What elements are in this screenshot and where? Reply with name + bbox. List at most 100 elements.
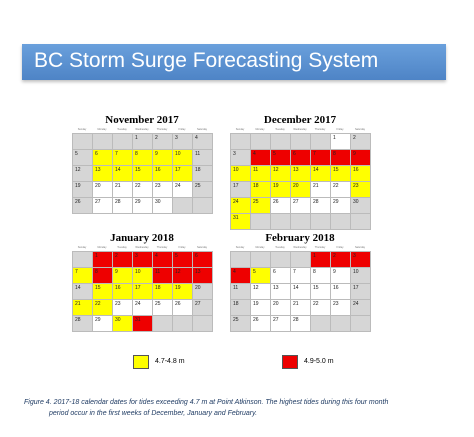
day-number: 18 [195,167,201,173]
weekday-header: Sunday Monday Tuesday Wednesday Thursday Frid… [230,245,370,251]
calendar-day [73,252,93,268]
calendar-day: 22 [311,300,331,316]
day-number: 25 [233,317,239,323]
calendar-day: 6 [291,150,311,166]
day-number: 24 [135,301,141,307]
day-number: 30 [353,199,359,205]
calendar-day: 12 [73,166,93,182]
calendar-day [311,134,331,150]
day-number: 31 [135,317,141,323]
calendar-day: 20 [291,182,311,198]
calendar-day [193,316,213,332]
day-number: 9 [155,151,158,157]
weekday-label: Tuesday [117,128,127,131]
calendar-grid: 1 2 3 4 5 6 7 8 9 10 11 12 13 14 15 16 17 18 19 20 21 22 23 24 2… [230,133,371,230]
calendar-day: 3 [173,134,193,150]
calendar-day: 24 [231,198,251,214]
calendar-day: 2 [153,134,173,150]
day-number: 12 [253,285,259,291]
calendar-day: 26 [73,198,93,214]
weekday-label: Thursday [314,246,326,249]
day-number: 21 [75,301,81,307]
weekday-label: Friday [336,128,344,131]
calendar-day [251,252,271,268]
calendar-day: 17 [351,284,371,300]
day-number: 3 [175,135,178,141]
weekday-label: Tuesday [275,246,285,249]
day-number: 3 [353,253,356,259]
day-number: 5 [253,269,256,275]
day-number: 28 [313,199,319,205]
day-number: 1 [333,135,336,141]
day-number: 13 [195,269,201,275]
calendar-day: 12 [251,284,271,300]
calendar-day: 26 [271,198,291,214]
calendar-day: 25 [193,182,213,198]
calendar-day: 23 [331,300,351,316]
calendar-day: 11 [251,166,271,182]
day-number: 17 [175,167,181,173]
calendar-day: 5 [73,150,93,166]
calendar-day [351,316,371,332]
day-number: 8 [135,151,138,157]
day-number: 15 [313,285,319,291]
day-number: 7 [313,151,316,157]
day-number: 28 [75,317,81,323]
day-number: 23 [333,301,339,307]
calendar-title: January 2018 [110,232,174,244]
day-number: 17 [233,183,239,189]
calendar-day: 28 [311,198,331,214]
calendar-day: 2 [113,252,133,268]
calendar-day: 21 [113,182,133,198]
calendar-day: 18 [193,166,213,182]
day-number: 25 [253,199,259,205]
calendar-day: 13 [93,166,113,182]
day-number: 29 [333,199,339,205]
weekday-label: Monday [255,128,265,131]
calendar-day: 21 [291,300,311,316]
weekday-label: Tuesday [275,128,285,131]
calendar-day [311,316,331,332]
day-number: 21 [115,183,121,189]
calendar-day: 16 [113,284,133,300]
day-number: 24 [353,301,359,307]
calendar-day: 30 [153,198,173,214]
calendar-day: 30 [113,316,133,332]
calendar-day: 29 [331,198,351,214]
day-number: 11 [155,269,161,275]
calendar-day: 19 [73,182,93,198]
day-number: 5 [273,151,276,157]
calendar-day: 10 [173,150,193,166]
calendar-day: 23 [351,182,371,198]
day-number: 29 [95,317,101,323]
day-number: 5 [175,253,178,259]
calendar-day: 27 [193,300,213,316]
calendar-day [271,214,291,230]
calendar-day: 6 [271,268,291,284]
day-number: 16 [115,285,121,291]
day-number: 16 [353,167,359,173]
day-number: 12 [75,167,81,173]
legend-label-yellow: 4.7-4.8 m [155,358,185,365]
day-number: 10 [175,151,181,157]
day-number: 2 [115,253,118,259]
day-number: 7 [115,151,118,157]
day-number: 18 [233,301,239,307]
calendar-day: 11 [153,268,173,284]
calendar-day [193,198,213,214]
day-number: 14 [75,285,81,291]
day-number: 9 [115,269,118,275]
day-number: 13 [273,285,279,291]
day-number: 26 [273,199,279,205]
weekday-label: Sunday [77,246,87,249]
day-number: 20 [273,301,279,307]
weekday-label: Sunday [77,128,87,131]
weekday-label: Wednesday [293,246,307,249]
day-number: 26 [75,199,81,205]
day-number: 2 [353,135,356,141]
day-number: 21 [293,301,299,307]
day-number: 22 [95,301,101,307]
calendar-day: 5 [173,252,193,268]
day-number: 22 [313,301,319,307]
calendar-day: 9 [113,268,133,284]
